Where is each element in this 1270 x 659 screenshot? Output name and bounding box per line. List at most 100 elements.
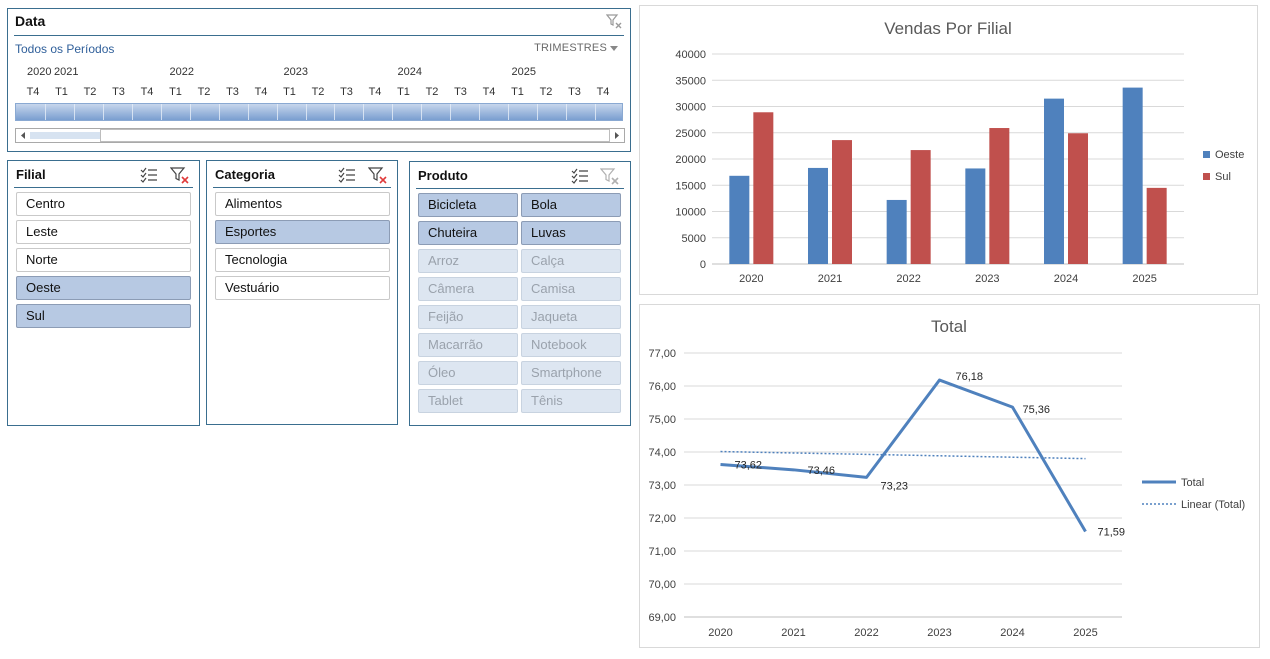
timeline-quarter-label[interactable]: T3	[340, 86, 353, 98]
clear-filter-icon[interactable]	[170, 166, 190, 184]
timeline-quarter-divider	[566, 104, 568, 120]
filial-item[interactable]: Leste	[16, 220, 191, 244]
timeline-quarter-label[interactable]: T1	[397, 86, 410, 98]
produto-item[interactable]: Jaqueta	[521, 305, 621, 329]
x-tick-label: 2025	[1132, 273, 1156, 285]
categoria-item[interactable]: Tecnologia	[215, 248, 390, 272]
clear-filter-icon[interactable]	[606, 13, 622, 29]
scrollbar-track[interactable]	[30, 132, 100, 139]
timeline-quarter-label[interactable]: T4	[26, 86, 40, 98]
timeline-quarter-label[interactable]: T2	[311, 86, 325, 98]
timeline-year-label: 2024	[397, 66, 422, 78]
line-chart-svg: Total 77,00 76,00 75,00 74,00 73,00 72,00 71,00…	[648, 317, 1245, 639]
timeline-quarter-label[interactable]: T3	[112, 86, 125, 98]
data-label: 71,59	[1098, 527, 1126, 539]
produto-item[interactable]: Macarrão	[418, 333, 518, 357]
series-line-total	[720, 378, 1087, 533]
legend-label: Sul	[1215, 171, 1231, 183]
multi-select-icon[interactable]	[338, 167, 356, 183]
timeline-quarter-divider	[479, 104, 481, 120]
timeline-quarter-label[interactable]: T2	[539, 86, 553, 98]
slicer-header-divider	[14, 187, 193, 188]
y-tick-label: 0	[700, 259, 706, 271]
legend-label: Total	[1181, 477, 1204, 489]
timeline-quarter-label[interactable]: T3	[568, 86, 581, 98]
produto-item[interactable]: Tênis	[521, 389, 621, 413]
x-tick-label: 2021	[818, 273, 842, 285]
timeline-quarter-label[interactable]: T1	[55, 86, 68, 98]
y-tick-label: 35000	[675, 75, 706, 87]
legend-label: Oeste	[1215, 149, 1244, 161]
timeline-quarter-label[interactable]: T4	[482, 86, 496, 98]
bar-oeste	[729, 175, 750, 264]
timeline-range-bar[interactable]	[15, 103, 623, 121]
multi-select-icon[interactable]	[140, 167, 158, 183]
scroll-left-icon[interactable]	[17, 130, 29, 141]
timeline-quarter-label[interactable]: T1	[169, 86, 182, 98]
multi-select-icon[interactable]	[571, 168, 589, 184]
categoria-item[interactable]: Vestuário	[215, 276, 390, 300]
filial-item[interactable]: Oeste	[16, 276, 191, 300]
total-line-chart[interactable]: Total 77,00 76,00 75,00 74,00 73,00 72,00 71,00…	[639, 304, 1260, 648]
scroll-right-icon[interactable]	[611, 130, 623, 141]
data-label: 73,46	[808, 465, 836, 477]
clear-filter-icon[interactable]	[600, 167, 620, 185]
y-tick-label: 25000	[675, 128, 706, 140]
produto-item[interactable]: Luvas	[521, 221, 621, 245]
timeline-quarter-divider	[276, 104, 278, 120]
produto-item[interactable]: Smartphone	[521, 361, 621, 385]
timeline-quarter-label[interactable]: T1	[283, 86, 296, 98]
produto-item[interactable]: Calça	[521, 249, 621, 273]
bar-oeste	[1044, 98, 1064, 264]
produto-item[interactable]: Bola	[521, 193, 621, 217]
clear-filter-icon[interactable]	[368, 166, 388, 184]
timeline-quarter-divider	[305, 104, 307, 120]
categoria-item[interactable]: Esportes	[215, 220, 390, 244]
x-tick-label: 2022	[854, 627, 878, 639]
produto-item[interactable]: Chuteira	[418, 221, 518, 245]
produto-item[interactable]: Camisa	[521, 277, 621, 301]
timeline-quarter-label[interactable]: T3	[226, 86, 239, 98]
produto-item[interactable]: Óleo	[418, 361, 518, 385]
bar-sul	[989, 128, 1010, 264]
timeline-quarter-divider	[450, 104, 452, 120]
filial-item[interactable]: Norte	[16, 248, 191, 272]
timeline-quarter-label[interactable]: T3	[454, 86, 467, 98]
y-tick-label: 70,00	[648, 579, 676, 591]
timeline-title: Data	[15, 13, 46, 29]
timeline-scrollbar[interactable]	[15, 128, 625, 143]
produto-item[interactable]: Bicicleta	[418, 193, 518, 217]
produto-item[interactable]: Notebook	[521, 333, 621, 357]
bar-oeste	[965, 168, 986, 264]
legend-label: Linear (Total)	[1181, 499, 1245, 511]
bar-sul	[1146, 187, 1167, 264]
timeline-header-divider	[14, 35, 624, 36]
y-tick-label: 73,00	[648, 480, 676, 492]
filial-item[interactable]: Centro	[16, 192, 191, 216]
filial-item[interactable]: Sul	[16, 304, 191, 328]
produto-item[interactable]: Feijão	[418, 305, 518, 329]
timeline-level-dropdown[interactable]: TRIMESTRES	[534, 42, 618, 54]
timeline-quarter-label[interactable]: T4	[140, 86, 154, 98]
timeline-quarter-divider	[102, 104, 104, 120]
timeline-quarter-label[interactable]: T2	[197, 86, 211, 98]
y-tick-label: 10000	[675, 207, 706, 219]
produto-item[interactable]: Tablet	[418, 389, 518, 413]
data-label: 73,62	[735, 460, 763, 472]
produto-item[interactable]: Câmera	[418, 277, 518, 301]
categoria-item[interactable]: Alimentos	[215, 192, 390, 216]
timeline-quarter-label[interactable]: T4	[596, 86, 610, 98]
timeline-quarter-label[interactable]: T1	[511, 86, 524, 98]
vendas-por-filial-chart[interactable]: Vendas Por Filial 40000 35000 30000 25000 200…	[639, 5, 1258, 295]
timeline-quarter-label[interactable]: T2	[425, 86, 439, 98]
bar-chart-svg: Vendas Por Filial 40000 35000 30000 25000 200…	[675, 19, 1244, 285]
y-tick-label: 5000	[682, 233, 706, 245]
timeline-quarter-divider	[160, 104, 162, 120]
produto-item[interactable]: Arroz	[418, 249, 518, 273]
scrollbar-thumb[interactable]	[100, 129, 610, 142]
timeline-quarter-divider	[537, 104, 539, 120]
timeline-quarter-label[interactable]: T4	[368, 86, 382, 98]
timeline-quarter-label[interactable]: T4	[254, 86, 268, 98]
timeline-quarter-divider	[392, 104, 394, 120]
timeline-quarter-label[interactable]: T2	[83, 86, 97, 98]
